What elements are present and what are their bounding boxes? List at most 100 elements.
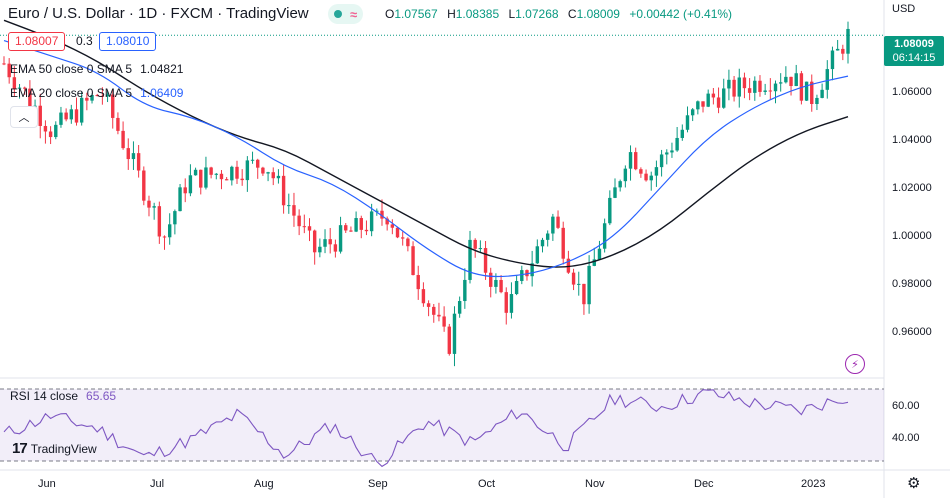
ema20-legend[interactable]: EMA 20 close 0 SMA 5 1.06409 <box>10 86 184 100</box>
candle-body <box>328 239 332 245</box>
candle-body <box>535 246 540 264</box>
collapse-legend-button[interactable]: ︿ <box>10 106 38 128</box>
candle-body <box>235 166 239 179</box>
candle-body <box>577 283 581 285</box>
candle-body <box>778 82 783 84</box>
candle-body <box>706 93 710 107</box>
x-tick: Nov <box>585 478 605 490</box>
buy-button[interactable]: 1.08010 <box>99 32 157 51</box>
candle-body <box>338 225 343 252</box>
candle-body <box>478 248 483 250</box>
candle-body <box>628 152 633 169</box>
candle-body <box>188 175 193 194</box>
candle-body <box>789 76 793 87</box>
candle-body <box>406 238 410 247</box>
candle-body <box>297 215 301 227</box>
candle-body <box>359 218 363 230</box>
candle-body <box>74 109 79 123</box>
candle-body <box>292 205 296 216</box>
candle-body <box>520 270 524 281</box>
sell-button[interactable]: 1.08007 <box>8 32 66 51</box>
candle-body <box>421 289 426 304</box>
candle-body <box>504 292 508 313</box>
candle-body <box>333 244 338 252</box>
candle-body <box>675 137 679 151</box>
candle-body <box>287 205 291 207</box>
candle-body <box>540 239 545 247</box>
candle-body <box>582 283 586 305</box>
candle-body <box>250 159 255 161</box>
candle-body <box>121 130 125 149</box>
candle-body <box>747 88 752 93</box>
candle-body <box>841 48 845 54</box>
candle-body <box>753 80 757 93</box>
candle-body <box>489 272 493 287</box>
candle-body <box>364 229 369 232</box>
candle-body <box>199 169 203 188</box>
candle-body <box>561 227 565 259</box>
wave-icon: ≈ <box>350 6 358 22</box>
candle-body <box>732 79 736 97</box>
candle-body <box>737 77 741 97</box>
chevron-up-icon: ︿ <box>18 112 30 124</box>
ema50-legend[interactable]: EMA 50 close 0 SMA 5 1.04821 <box>10 62 184 76</box>
candle-body <box>354 218 358 232</box>
y-tick: 1.06000 <box>892 86 932 98</box>
candle-body <box>157 206 162 237</box>
candle-body <box>463 279 467 302</box>
rsi-tick: 40.00 <box>892 432 920 444</box>
candle-body <box>23 87 27 89</box>
candle-body <box>126 148 130 160</box>
candle-body <box>804 81 809 101</box>
candle-body <box>494 279 498 287</box>
candle-body <box>369 211 374 232</box>
market-open-dot-icon <box>334 10 342 18</box>
candle-body <box>846 28 850 54</box>
candle-body <box>722 88 726 108</box>
candle-body <box>43 125 48 132</box>
candle-body <box>17 87 22 89</box>
candle-body <box>69 109 74 120</box>
tradingview-logo[interactable]: 17 TradingView <box>12 440 97 457</box>
candle-body <box>763 90 767 92</box>
candle-body <box>758 80 762 92</box>
candle-body <box>90 95 94 101</box>
candle-body <box>375 210 379 212</box>
y-tick: 1.04000 <box>892 134 932 146</box>
market-status-button[interactable]: ≈ <box>328 4 364 24</box>
candle-body <box>649 175 653 181</box>
rsi-legend[interactable]: RSI 14 close 65.65 <box>10 389 117 403</box>
candle-body <box>214 173 218 175</box>
candle-body <box>38 105 42 126</box>
candle-body <box>224 179 229 181</box>
y-tick: 0.98000 <box>892 278 932 290</box>
flash-icon[interactable]: ⚡ <box>845 354 865 374</box>
candle-body <box>442 316 446 327</box>
gear-icon[interactable]: ⚙ <box>907 475 921 492</box>
candle-body <box>400 237 405 239</box>
candle-body <box>173 211 177 225</box>
candle-body <box>142 170 146 201</box>
candle-body <box>587 265 591 305</box>
y-tick: 0.96000 <box>892 326 932 338</box>
tv-logo-icon: 17 <box>12 440 28 457</box>
candle-body <box>556 216 560 228</box>
x-tick: Oct <box>478 478 496 490</box>
candle-body <box>312 230 317 253</box>
candle-body <box>447 326 452 354</box>
candle-body <box>48 131 53 138</box>
candle-body <box>302 226 307 228</box>
candle-body <box>468 239 472 280</box>
candle-body <box>266 172 270 174</box>
candle-body <box>147 200 151 208</box>
candle-body <box>551 216 555 234</box>
currency-label[interactable]: USD <box>892 3 916 15</box>
candle-body <box>432 306 436 315</box>
candle-body <box>825 69 829 90</box>
candle-body <box>28 88 32 107</box>
candle-body <box>525 270 529 277</box>
candle-body <box>835 48 840 51</box>
candle-body <box>178 187 182 212</box>
candle-body <box>784 76 788 83</box>
